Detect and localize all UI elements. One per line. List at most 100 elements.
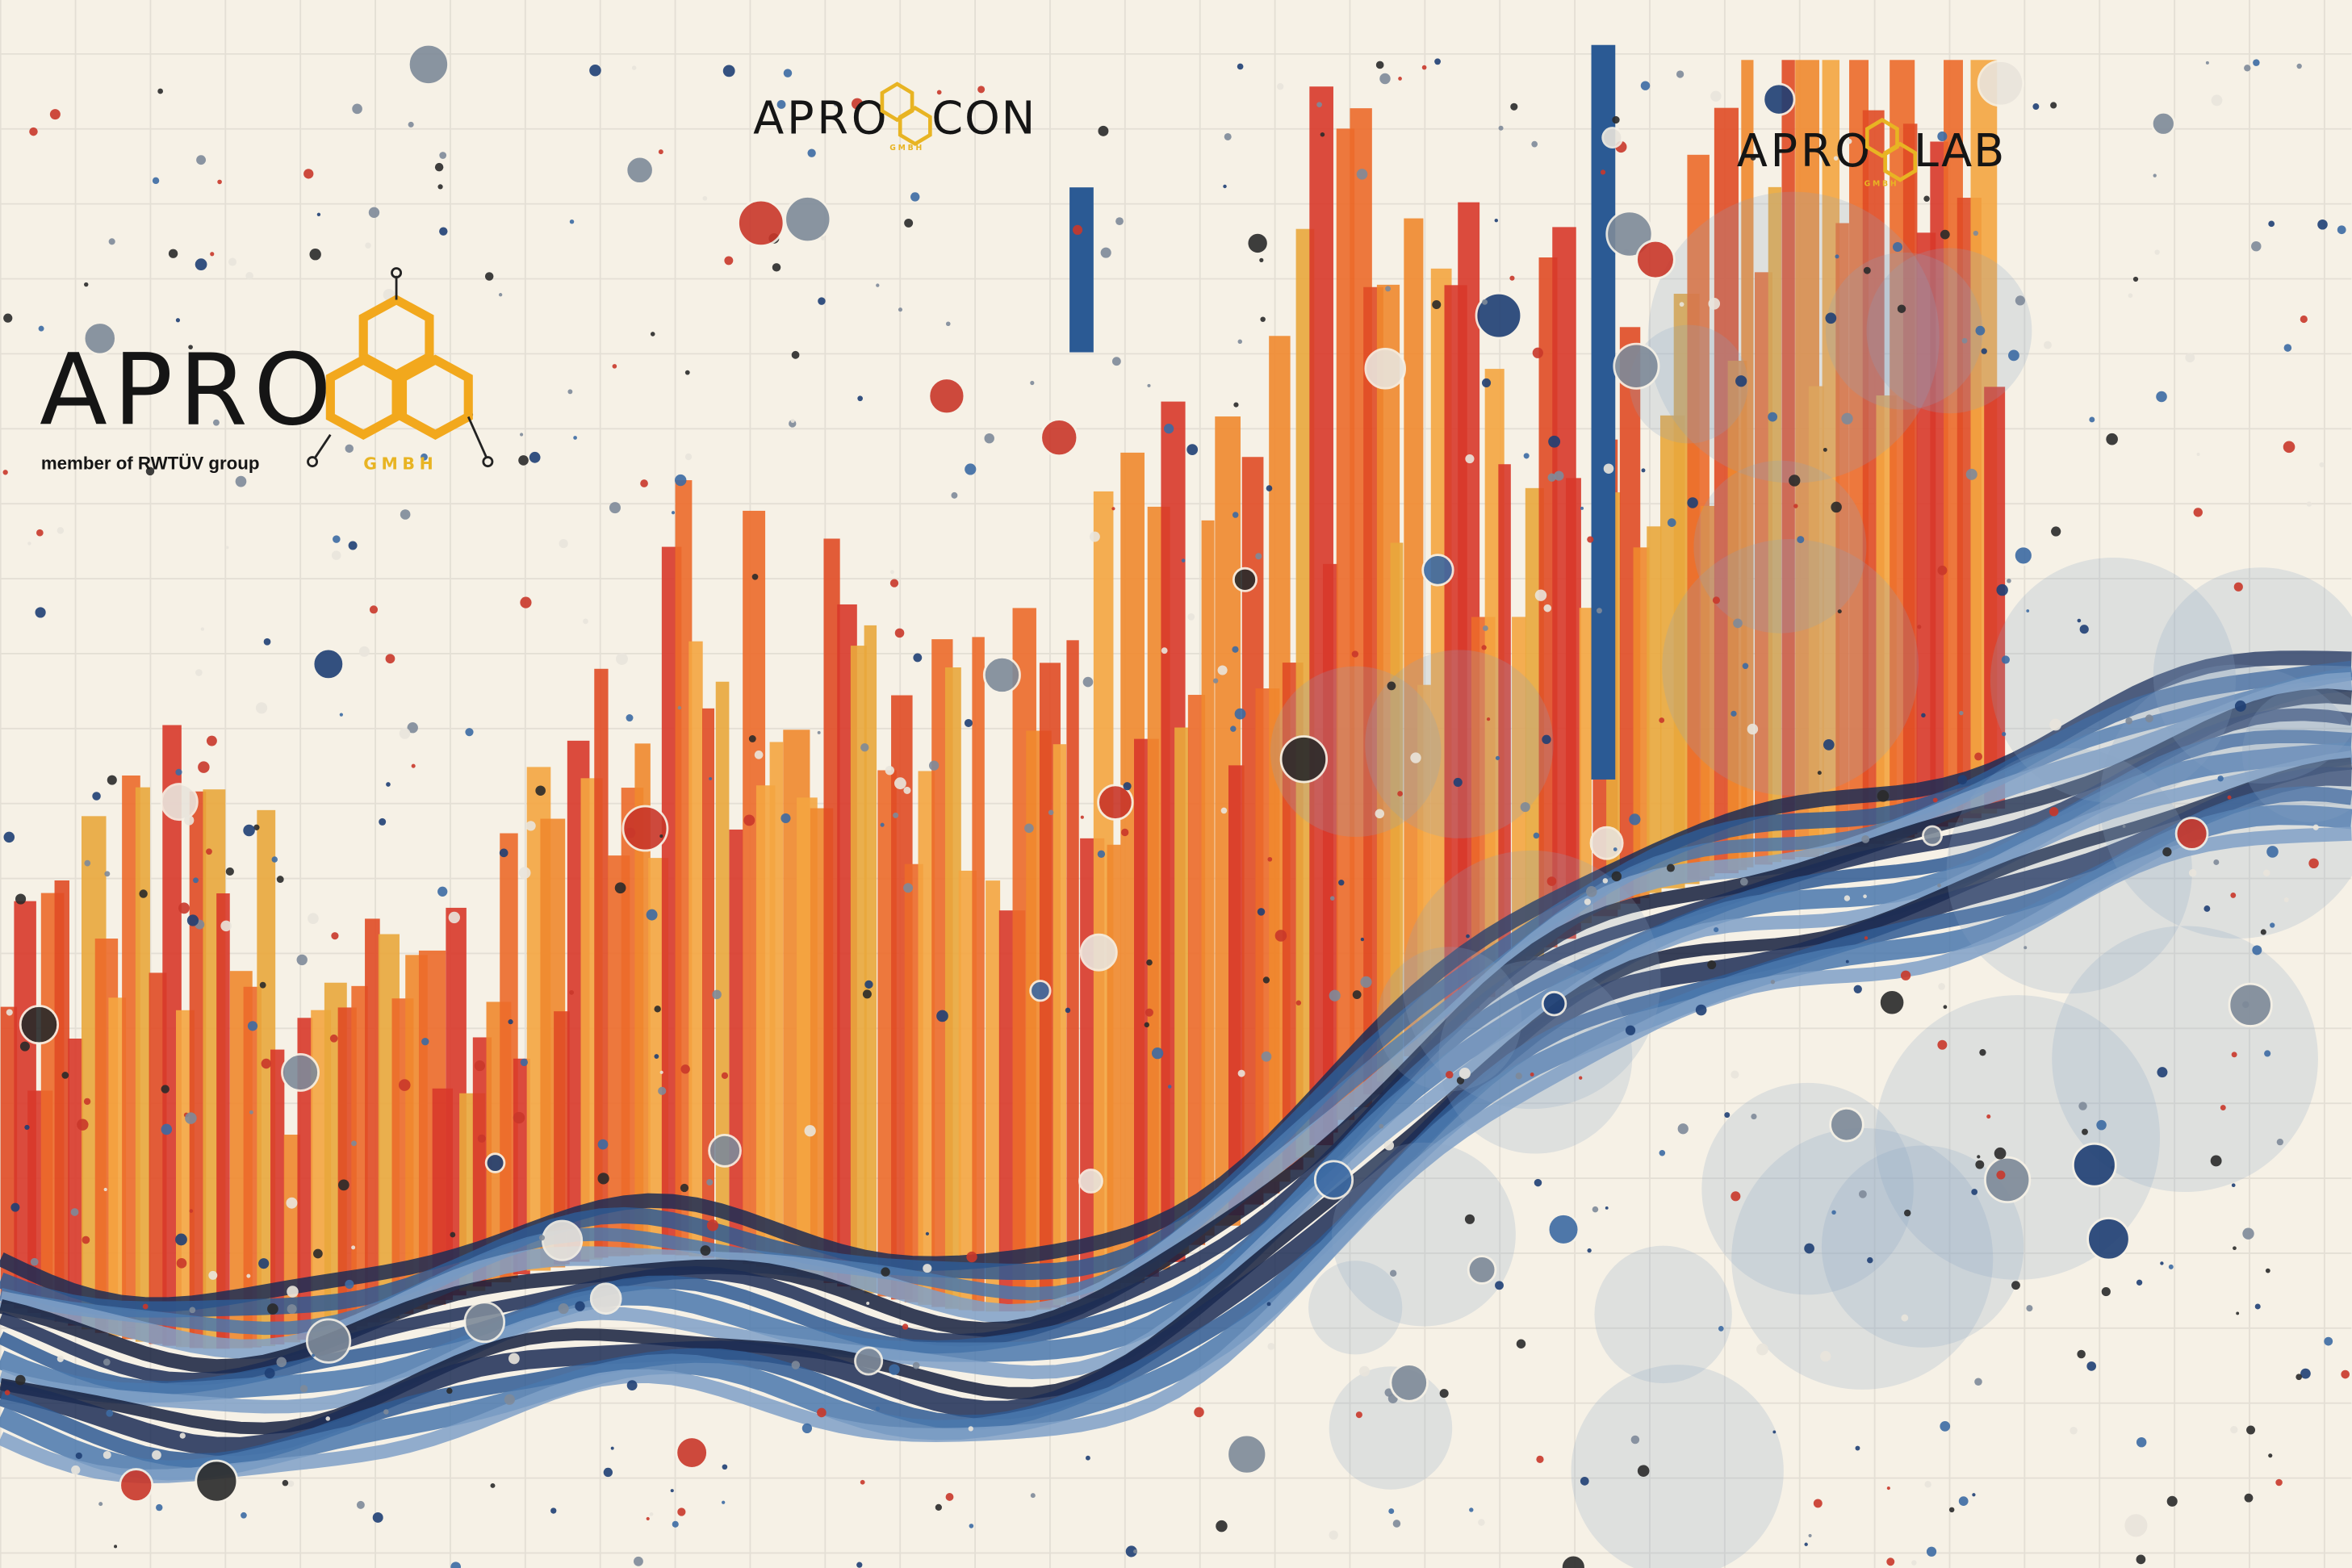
- decor-dot: [193, 877, 199, 884]
- decor-dot: [542, 1219, 584, 1261]
- decor-dot: [56, 527, 65, 534]
- decor-dot: [597, 1173, 609, 1185]
- decor-dot: [15, 1374, 26, 1386]
- decor-dot: [168, 249, 178, 258]
- decor-dot: [490, 1482, 496, 1488]
- decor-dot: [1718, 1326, 1724, 1332]
- decor-dot: [520, 1058, 528, 1067]
- decor-dot: [675, 1436, 709, 1470]
- decor-dot: [616, 653, 628, 665]
- decor-bar: [1498, 464, 1511, 976]
- decor-dot: [1625, 1025, 1636, 1035]
- decor-dot: [1145, 1008, 1153, 1017]
- decor-dot: [737, 199, 785, 248]
- decor-dot: [1958, 1496, 1969, 1506]
- dots: [2, 43, 2350, 1568]
- decor-dot: [904, 218, 914, 228]
- decor-cloud: [1821, 1145, 2024, 1348]
- decor-dot: [1542, 734, 1551, 745]
- decor-dot: [1756, 1343, 1768, 1356]
- decor-dot: [1975, 325, 1986, 336]
- decor-dot: [2070, 1427, 2078, 1435]
- decor-dot: [107, 775, 117, 785]
- decor-dot: [228, 257, 237, 266]
- decor-dot: [1768, 412, 1778, 422]
- decor-dot: [1629, 813, 1641, 826]
- decor-dot: [2233, 1246, 2237, 1251]
- decor-dot: [790, 418, 795, 424]
- bars: [0, 44, 2006, 1349]
- decor-cloud: [1402, 850, 1661, 1110]
- decor-dot: [1498, 125, 1504, 131]
- decor-dot: [1078, 1169, 1103, 1194]
- decor-dot: [1630, 1435, 1640, 1445]
- decor-dot: [2049, 718, 2062, 731]
- decor-dot: [559, 538, 568, 549]
- decor-dot: [748, 735, 756, 742]
- decor-dot: [1770, 980, 1776, 985]
- decor-dot: [225, 546, 229, 550]
- decor-bar: [1417, 684, 1431, 1044]
- decor-dot: [2252, 945, 2262, 955]
- decor-dot: [1940, 1420, 1951, 1432]
- decor-dot: [484, 272, 494, 281]
- decor-dot: [1640, 81, 1651, 90]
- decor-dot: [1971, 1189, 1978, 1195]
- decor-dot: [913, 653, 923, 663]
- decor-bar: [1066, 640, 1079, 1302]
- decor-dot: [1125, 1545, 1137, 1558]
- decor-dot: [1831, 501, 1842, 513]
- decor-dot: [106, 1409, 114, 1417]
- decor-dot: [104, 871, 111, 877]
- decor-dot: [508, 1353, 520, 1365]
- decor-dot: [2, 470, 8, 475]
- decor-dot: [670, 1489, 674, 1493]
- decor-dot: [206, 735, 217, 746]
- decor-dot: [925, 1231, 930, 1236]
- decor-dot: [1216, 1520, 1228, 1532]
- decor-dot: [1996, 1170, 2006, 1180]
- decor-dot: [2043, 341, 2052, 349]
- decor-dot: [567, 389, 573, 395]
- decor-dot: [58, 394, 65, 400]
- decor-dot: [386, 782, 391, 787]
- decor-dot: [1900, 970, 1911, 981]
- decor-dot: [61, 1072, 69, 1079]
- decor-dot: [385, 654, 395, 664]
- decor-dot: [331, 932, 339, 940]
- decor-dot: [1089, 531, 1100, 542]
- decor-dot: [186, 914, 199, 926]
- decor-dot: [1397, 791, 1403, 797]
- decor-dot: [1458, 1068, 1471, 1080]
- decor-dot: [889, 579, 899, 587]
- decor-dot: [463, 1301, 506, 1344]
- decor-dot: [535, 785, 546, 797]
- decor-dot: [2008, 349, 2019, 362]
- decor-dot: [1687, 497, 1698, 508]
- decor-dot: [1897, 304, 1906, 313]
- decor-dot: [1924, 1481, 1931, 1488]
- decor-dot: [264, 1368, 275, 1379]
- decor-dot: [10, 1202, 20, 1212]
- decor-dot: [684, 453, 693, 461]
- decor-dot: [2254, 1303, 2261, 1310]
- decor-bar: [1390, 542, 1404, 1069]
- decor-cloud: [1571, 1365, 1784, 1568]
- decor-dot: [1495, 1281, 1504, 1290]
- decor-dot: [603, 1467, 613, 1478]
- decor-dot: [910, 192, 920, 202]
- decor-dot: [781, 813, 791, 824]
- decor-dot: [263, 638, 271, 646]
- decor-dot: [1257, 908, 1266, 916]
- decor-dot: [351, 1140, 357, 1147]
- decor-dot: [2049, 807, 2059, 817]
- decor-dot: [1097, 850, 1106, 859]
- decor-dot: [235, 475, 247, 487]
- decor-dot: [898, 307, 903, 312]
- decor-cloud: [1946, 748, 2192, 994]
- decor-dot: [1421, 65, 1427, 70]
- decor-dot: [712, 989, 722, 1000]
- decor-dot: [1267, 1343, 1275, 1350]
- decor-dot: [2023, 946, 2028, 950]
